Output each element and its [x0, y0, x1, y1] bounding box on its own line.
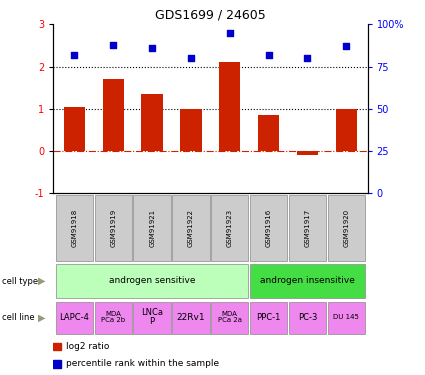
Text: PC-3: PC-3 [298, 313, 317, 322]
Text: androgen sensitive: androgen sensitive [109, 276, 196, 285]
Text: cell line: cell line [2, 314, 35, 322]
FancyBboxPatch shape [328, 302, 365, 334]
Text: LNCa
P: LNCa P [141, 308, 163, 327]
Bar [297, 151, 318, 155]
Point [343, 44, 350, 50]
Bar [180, 109, 201, 151]
Point [110, 42, 117, 48]
Point [265, 52, 272, 58]
Text: PPC-1: PPC-1 [256, 313, 281, 322]
Text: GSM91916: GSM91916 [266, 209, 272, 247]
Point [304, 55, 311, 61]
Text: ▶: ▶ [38, 276, 45, 286]
Point [187, 55, 194, 61]
FancyBboxPatch shape [95, 302, 132, 334]
FancyBboxPatch shape [56, 195, 93, 261]
Text: GSM91917: GSM91917 [304, 209, 310, 247]
Bar [64, 106, 85, 151]
Text: GSM91918: GSM91918 [71, 209, 77, 247]
FancyBboxPatch shape [211, 195, 249, 261]
FancyBboxPatch shape [328, 195, 365, 261]
Text: androgen insensitive: androgen insensitive [260, 276, 355, 285]
Text: ▶: ▶ [38, 313, 45, 323]
Text: GSM91919: GSM91919 [110, 209, 116, 247]
FancyBboxPatch shape [289, 195, 326, 261]
FancyBboxPatch shape [133, 302, 171, 334]
Text: GSM91921: GSM91921 [149, 209, 155, 247]
FancyBboxPatch shape [95, 195, 132, 261]
FancyBboxPatch shape [56, 302, 93, 334]
Text: MDA
PCa 2b: MDA PCa 2b [101, 311, 125, 323]
Text: GSM91923: GSM91923 [227, 209, 233, 247]
Point [71, 52, 78, 58]
Text: DU 145: DU 145 [333, 314, 359, 320]
FancyBboxPatch shape [172, 302, 210, 334]
Title: GDS1699 / 24605: GDS1699 / 24605 [155, 9, 266, 22]
Point [227, 30, 233, 36]
Text: LAPC-4: LAPC-4 [60, 313, 89, 322]
Text: GSM91920: GSM91920 [343, 209, 349, 247]
FancyBboxPatch shape [289, 302, 326, 334]
Text: cell type: cell type [2, 277, 38, 286]
Text: 22Rv1: 22Rv1 [177, 313, 205, 322]
FancyBboxPatch shape [250, 302, 287, 334]
Bar [336, 109, 357, 151]
Bar [53, 343, 61, 350]
Text: percentile rank within the sample: percentile rank within the sample [66, 360, 219, 369]
Text: MDA
PCa 2a: MDA PCa 2a [218, 311, 242, 323]
FancyBboxPatch shape [211, 302, 249, 334]
Bar [142, 94, 163, 151]
Text: log2 ratio: log2 ratio [66, 342, 109, 351]
FancyBboxPatch shape [133, 195, 171, 261]
Bar [219, 62, 241, 151]
Text: GSM91922: GSM91922 [188, 209, 194, 247]
FancyBboxPatch shape [250, 264, 365, 298]
FancyBboxPatch shape [172, 195, 210, 261]
Point [149, 45, 156, 51]
FancyBboxPatch shape [250, 195, 287, 261]
Bar [258, 115, 279, 151]
FancyBboxPatch shape [56, 264, 249, 298]
Bar [53, 360, 61, 368]
Bar [102, 79, 124, 151]
